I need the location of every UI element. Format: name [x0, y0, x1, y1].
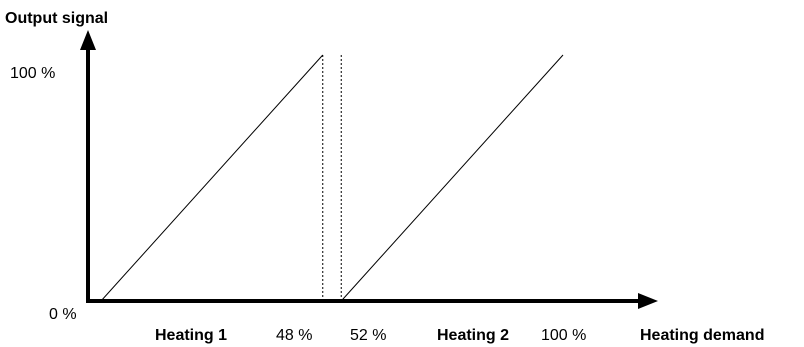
x-axis-label: Heating demand — [640, 327, 764, 344]
annotation-heating-1: Heating 1 — [155, 327, 227, 344]
annotation-heating-2: Heating 2 — [437, 327, 509, 344]
axes — [80, 30, 658, 309]
y-axis-label: Output signal — [5, 10, 108, 27]
x-tick-label-48: 48 % — [276, 327, 312, 344]
y-axis-arrow — [80, 30, 96, 50]
series-line-2 — [340, 54, 564, 302]
x-axis-arrow — [638, 293, 658, 309]
y-tick-label-100: 100 % — [10, 65, 55, 82]
x-tick-label-52: 52 % — [350, 327, 386, 344]
x-tick-label-100: 100 % — [541, 327, 586, 344]
series-group — [100, 54, 564, 302]
series-line-1 — [100, 54, 324, 302]
y-tick-label-0: 0 % — [49, 306, 77, 323]
reference-lines — [322, 55, 342, 301]
